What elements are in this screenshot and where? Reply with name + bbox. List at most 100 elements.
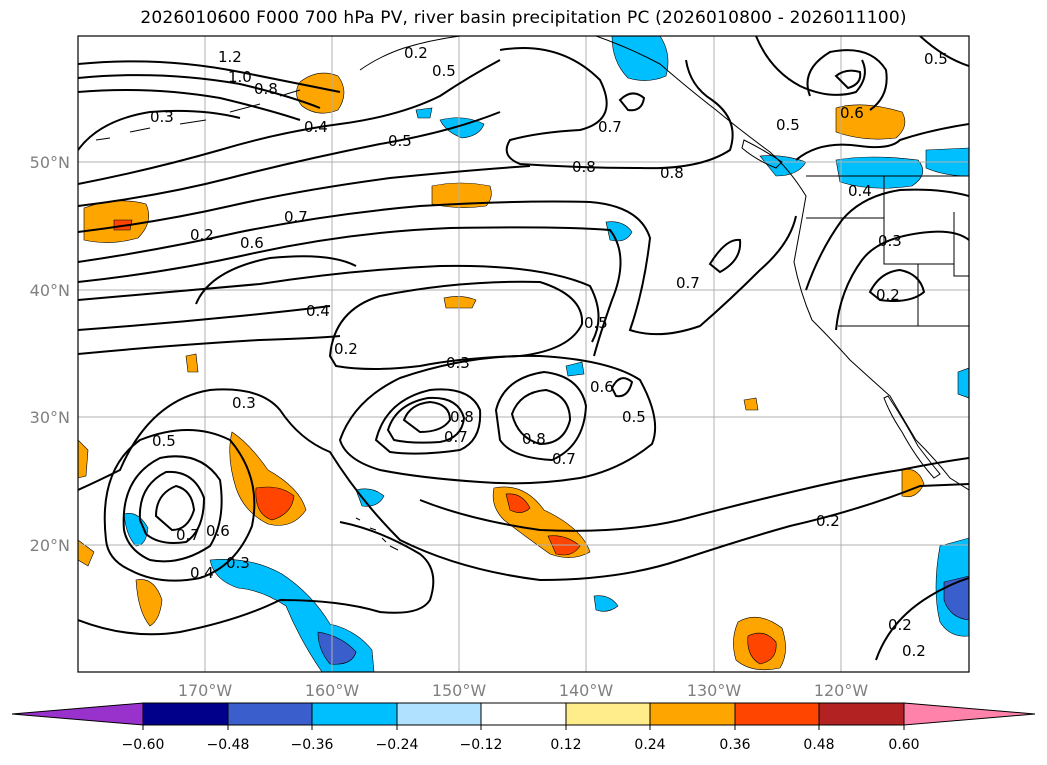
negative-anomaly-blob (565, 361, 585, 377)
pv-contour (78, 200, 797, 336)
contour-label: 0.8 (660, 164, 684, 182)
contour-label: 0.5 (776, 116, 800, 134)
pv-contour (755, 36, 866, 96)
colorbar-segment (227, 702, 313, 726)
lon-label: 140°W (559, 681, 614, 700)
pv-contour (868, 268, 926, 302)
lat-label: 40°N (30, 281, 70, 300)
contour-label: 0.3 (232, 394, 256, 412)
pv-contour (138, 470, 206, 544)
pv-contour (78, 59, 501, 185)
colorbar-extend-low (11, 702, 144, 726)
contour-label: 0.5 (622, 408, 646, 426)
map-title: 2026010600 F000 700 hPa PV, river basin … (140, 8, 907, 28)
pv-contour (708, 238, 742, 274)
contour-label: 0.7 (176, 526, 200, 544)
contour-label: 0.5 (152, 432, 176, 450)
pv-contour (402, 400, 452, 434)
positive-anomaly-blob (431, 182, 492, 208)
north-america-coastline (595, 36, 969, 491)
colorbar-tick-label: 0.60 (888, 737, 919, 753)
pv-contour (795, 123, 969, 161)
colorbar (11, 702, 1036, 726)
pv-contour (78, 74, 321, 109)
colorbar-tick-label: 0.48 (803, 737, 834, 753)
contour-label: 0.5 (432, 62, 456, 80)
pv-contour (78, 109, 241, 151)
positive-anomaly-blob (78, 539, 95, 567)
pv-contour (419, 457, 969, 532)
colorbar-tick-label: −0.60 (122, 737, 165, 753)
negative-anomaly-blob (439, 117, 485, 139)
contour-label: 0.6 (840, 104, 864, 122)
contour-label: 0.3 (226, 554, 250, 572)
pv-contour (806, 49, 888, 111)
contour-label: 0.4 (190, 564, 214, 582)
pv-contour (78, 521, 435, 636)
lon-label: 130°W (687, 681, 742, 700)
hawaii-islands (355, 517, 399, 551)
pv-contour (499, 47, 734, 170)
lat-label: 20°N (30, 536, 70, 555)
contour-label: 0.5 (924, 50, 948, 68)
contour-label: 0.8 (450, 408, 474, 426)
negative-anomaly-blob (123, 513, 149, 547)
contour-label: 0.4 (306, 302, 330, 320)
pv-contour (78, 305, 331, 331)
positive-anomaly-core (255, 486, 295, 521)
pv-contour (103, 429, 256, 582)
colorbar-tick-label: 0.36 (719, 737, 750, 753)
contour-label: 0.8 (522, 430, 546, 448)
colorbar-tick-label: 0.24 (634, 737, 665, 753)
contour-label: 0.7 (444, 428, 468, 446)
pv-contour (618, 92, 646, 112)
contour-label: 1.2 (218, 48, 242, 66)
contour-labels-layer: 1.2 1.0 0.8 0.5 0.3 0.4 0.5 0.2 0.6 0.7 … (150, 44, 948, 660)
colorbar-segment (818, 702, 905, 726)
negative-anomaly-blob (611, 36, 669, 81)
colorbar-segment (734, 702, 820, 726)
graticule (78, 36, 969, 672)
lon-label: 120°W (814, 681, 869, 700)
contour-label: 0.2 (404, 44, 428, 62)
pv-contour (154, 484, 196, 532)
contour-label: 0.4 (848, 182, 872, 200)
pv-contour (610, 377, 634, 398)
contour-label: 0.5 (388, 132, 412, 150)
pv-contour (122, 455, 223, 563)
pv-contour (195, 255, 357, 305)
contour-label: 0.2 (334, 340, 358, 358)
contour-label: 0.7 (552, 450, 576, 468)
contour-label: 0.3 (878, 232, 902, 250)
pv-contour (494, 370, 588, 462)
contour-label: 0.6 (206, 522, 230, 540)
positive-anomaly-blob (835, 104, 906, 140)
pv-contour (835, 230, 969, 331)
colorbar-segment (396, 702, 482, 726)
positive-anomaly-blob (135, 579, 163, 627)
pv-contour (805, 188, 969, 291)
lon-label: 150°W (432, 681, 487, 700)
alaska-coast (359, 36, 461, 71)
contour-label: 0.2 (190, 226, 214, 244)
pv-contour (78, 60, 341, 93)
pv-contour (834, 69, 862, 90)
pv-contour (875, 577, 969, 661)
colorbar-tick-marks (142, 725, 905, 730)
colorbar-tick-label: −0.36 (291, 737, 334, 753)
positive-anomaly-core (747, 632, 777, 665)
contour-label: 0.7 (598, 118, 622, 136)
pv-contour (374, 388, 482, 455)
contour-label: 0.2 (888, 616, 912, 634)
pv-contour (78, 264, 600, 343)
pv-contour (338, 354, 657, 485)
colorbar-segment (649, 702, 736, 726)
positive-anomaly-blob (443, 296, 477, 309)
positive-anomaly-blob (185, 353, 199, 373)
pv-contour (78, 111, 501, 207)
colorbar-segment (311, 702, 398, 726)
lon-label: 170°W (178, 681, 233, 700)
lon-axis-labels: 170°W 160°W 150°W 140°W 130°W 120°W (178, 681, 869, 700)
pv-contour (386, 396, 466, 444)
